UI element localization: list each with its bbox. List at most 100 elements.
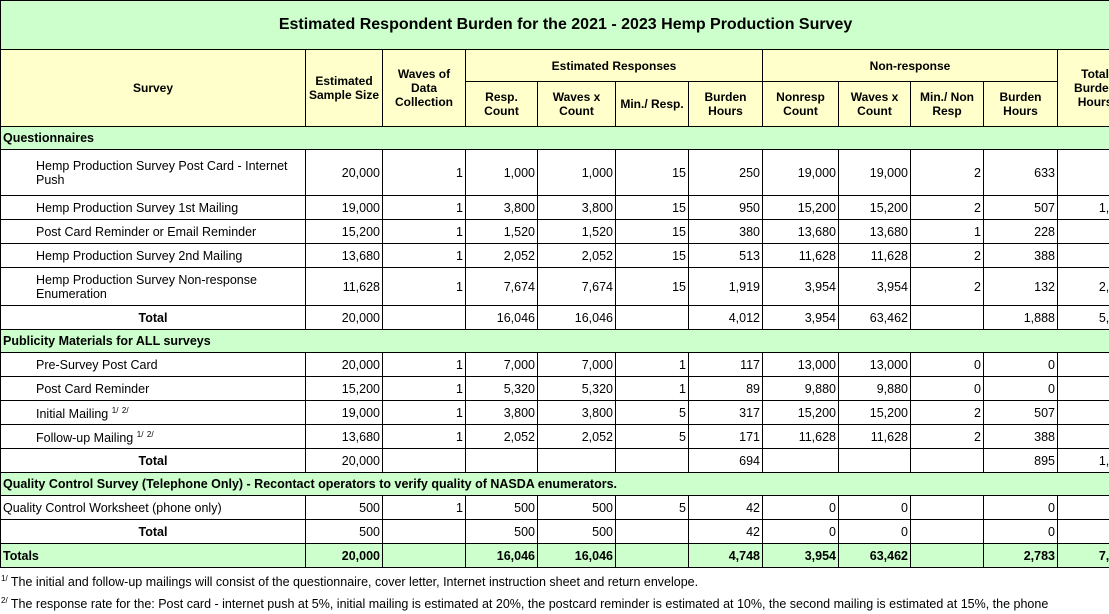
cell: 3,954 — [762, 305, 839, 330]
cell: 5,320 — [537, 376, 616, 401]
cell: 1 — [382, 219, 466, 244]
cell: 500 — [305, 495, 383, 520]
cell: 0 — [838, 495, 911, 520]
footnote-mark: 1/ — [1, 574, 8, 583]
cell: 3,954 — [762, 267, 839, 306]
data-row: Hemp Production Survey 1st Mailing 19,000… — [0, 195, 1109, 220]
totals-row: Totals 20,000 16,046 16,046 4,748 3,954 63,462… — [0, 543, 1109, 568]
cell: 2,783 — [983, 543, 1058, 568]
cell: 11,628 — [762, 424, 839, 449]
cell: 13,000 — [838, 352, 911, 377]
label-text: Initial Mailing — [36, 407, 109, 422]
cell: 15,200 — [838, 400, 911, 425]
header-cell: Min./ Resp. — [615, 81, 689, 127]
cell: 895 — [983, 448, 1058, 473]
cell: 2 — [910, 243, 984, 268]
cell — [615, 543, 689, 568]
cell: 117 — [688, 352, 763, 377]
data-row: Pre-Survey Post Card 20,000 1 7,000 7,000 1 11… — [0, 352, 1109, 377]
cell: 883 — [1056, 149, 1109, 196]
cell: 16,046 — [537, 305, 616, 330]
table-body: Estimated Respondent Burden for the 2021… — [0, 0, 1109, 568]
cell: 2 — [910, 424, 984, 449]
cell: 1 — [382, 495, 466, 520]
cell: 0 — [983, 352, 1058, 377]
cell: 1 — [382, 400, 466, 425]
cell: 42 — [1056, 495, 1109, 520]
cell: 1 — [382, 149, 466, 196]
header-cell: Waves x Count — [537, 81, 616, 127]
total-label: Total — [0, 305, 306, 330]
cell: 1,888 — [983, 305, 1058, 330]
totals-label: Totals — [0, 543, 306, 568]
cell: 13,680 — [838, 219, 911, 244]
burden-table: Estimated Respondent Burden for the 2021… — [0, 0, 1109, 568]
cell: 11,628 — [305, 267, 383, 306]
cell: 824 — [1056, 400, 1109, 425]
cell: 42 — [1056, 519, 1109, 544]
cell: 15,200 — [762, 195, 839, 220]
label-text: Hemp Production Survey Non-response Enum… — [36, 272, 257, 301]
footnote-ref: 1/ — [136, 429, 144, 439]
cell: 5 — [615, 400, 689, 425]
cell: 1,919 — [688, 267, 763, 306]
cell: 1 — [382, 376, 466, 401]
cell — [465, 448, 538, 473]
cell: 250 — [688, 149, 763, 196]
header-group: Non-response — [762, 49, 1058, 82]
data-row: Post Card Reminder or Email Reminder 15,2… — [0, 219, 1109, 244]
header-cell: Total Burden Hours — [1056, 49, 1109, 127]
cell: 0 — [983, 519, 1058, 544]
header-group: Estimated Responses — [465, 49, 763, 82]
data-row: Post Card Reminder 15,200 1 5,320 5,320 1 89 9,… — [0, 376, 1109, 401]
total-row: Total5005005004200042 — [0, 519, 1109, 544]
cell: 15 — [615, 219, 689, 244]
cell: 500 — [305, 519, 383, 544]
total-label: Total — [0, 519, 306, 544]
label-text: Post Card Reminder — [36, 381, 150, 396]
header-cell: Waves x Count — [838, 81, 911, 127]
cell: 1 — [382, 267, 466, 306]
total-row: Total 20,000 16,046 16,046 4,012 3,954 63,462 1… — [0, 305, 1109, 330]
cell: 1 — [382, 352, 466, 377]
cell: 11,628 — [838, 424, 911, 449]
section-title: Quality Control Survey (Telephone Only) … — [0, 472, 1109, 496]
cell: 13,680 — [305, 424, 383, 449]
cell: 1,520 — [537, 219, 616, 244]
header-cell: Estimated Sample Size — [305, 49, 383, 127]
row-label: Hemp Production Survey 2nd Mailing — [0, 243, 306, 268]
label-text: Hemp Production Survey 1st Mailing — [36, 200, 239, 215]
cell: 7,674 — [537, 267, 616, 306]
footnote-text: The initial and follow-up mailings will … — [10, 575, 699, 590]
cell: 4,748 — [688, 543, 763, 568]
cell: 19,000 — [838, 149, 911, 196]
cell: 4,012 — [688, 305, 763, 330]
cell — [382, 543, 466, 568]
cell: 5 — [615, 495, 689, 520]
cell — [910, 519, 984, 544]
cell: 5,320 — [465, 376, 538, 401]
cell: 3,800 — [537, 195, 616, 220]
cell: 0 — [762, 495, 839, 520]
cell: 1 — [615, 352, 689, 377]
cell: 1,000 — [465, 149, 538, 196]
cell: 7,000 — [537, 352, 616, 377]
cell: 63,462 — [838, 305, 911, 330]
cell: 3,800 — [465, 400, 538, 425]
header-cell: Survey — [0, 49, 306, 127]
header-cell: Min./ Non Resp — [910, 81, 984, 127]
cell: 317 — [688, 400, 763, 425]
cell: 20,000 — [305, 543, 383, 568]
footnote-ref: 1/ — [111, 405, 119, 415]
label-text: Quality Control Worksheet (phone only) — [3, 500, 222, 515]
cell: 0 — [910, 352, 984, 377]
cell: 3,954 — [762, 543, 839, 568]
cell: 20,000 — [305, 448, 383, 473]
row-label: Pre-Survey Post Card — [0, 352, 306, 377]
cell: 1 — [382, 424, 466, 449]
cell: 20,000 — [305, 352, 383, 377]
footnote-ref: 2/ — [121, 405, 129, 415]
footnote-ref: 2/ — [146, 429, 154, 439]
cell: 950 — [688, 195, 763, 220]
